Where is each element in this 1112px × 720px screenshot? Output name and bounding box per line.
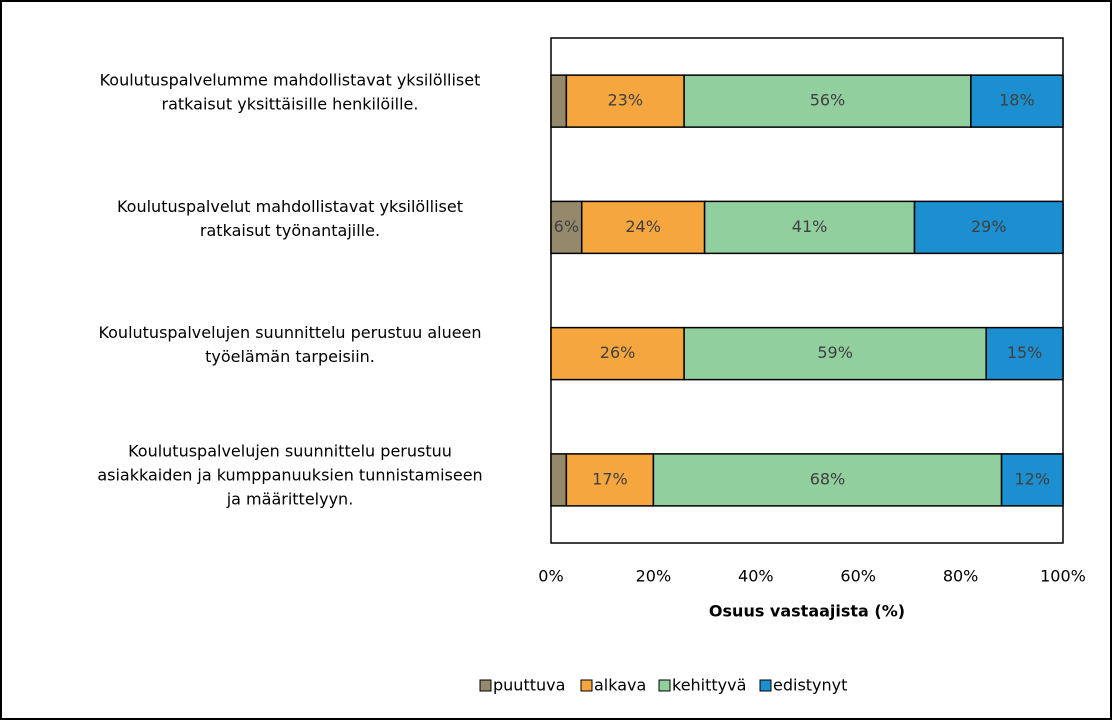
- data-label: 23%: [607, 91, 643, 110]
- data-label: 26%: [600, 343, 636, 362]
- x-tick-label: 20%: [636, 567, 672, 586]
- legend-swatch: [759, 679, 772, 692]
- legend-swatch: [479, 679, 492, 692]
- bar-segment: [913, 200, 1064, 255]
- data-label: 12%: [1014, 469, 1050, 488]
- y-tick-label: Koulutuspalvelumme mahdollistavat yksilö…: [100, 71, 481, 90]
- x-tick-label: 60%: [840, 567, 876, 586]
- data-label: 15%: [1007, 343, 1043, 362]
- bar-segment: [565, 453, 655, 507]
- bar-segment: [652, 453, 1003, 507]
- legend-label: edistynyt: [773, 676, 847, 695]
- bar-segment: [703, 200, 916, 255]
- bar-segment: [550, 326, 685, 381]
- data-label: 68%: [810, 469, 846, 488]
- y-tick-label: Koulutuspalvelujen suunnittelu perustuu: [128, 441, 452, 460]
- data-label: 41%: [792, 217, 828, 236]
- legend-label: kehittyvä: [672, 676, 746, 695]
- data-label: 59%: [817, 343, 853, 362]
- bar-segment: [970, 74, 1064, 128]
- bar-segment: [550, 74, 568, 128]
- bar-segment: [580, 200, 706, 255]
- legend-label: alkava: [594, 676, 646, 695]
- y-tick-label: ratkaisut työnantajille.: [200, 221, 380, 240]
- legend-swatch: [580, 679, 593, 692]
- bar-segment: [550, 453, 568, 507]
- y-tick-label: asiakkaiden ja kumppanuuksien tunnistami…: [97, 465, 482, 484]
- bar-segment: [1000, 453, 1064, 507]
- data-label: 17%: [592, 469, 628, 488]
- bar-segment: [683, 326, 987, 381]
- y-tick-label: ja määrittelyyn.: [226, 489, 354, 508]
- data-label: 18%: [999, 91, 1035, 110]
- legend-swatch: [658, 679, 671, 692]
- y-tick-label: ratkaisut yksittäisille henkilöille.: [162, 95, 419, 114]
- bar-segment: [985, 326, 1064, 381]
- legend-label: puuttuva: [493, 676, 565, 695]
- bar-segment: [565, 74, 685, 128]
- x-tick-label: 0%: [538, 567, 563, 586]
- x-tick-label: 40%: [738, 567, 774, 586]
- x-tick-label: 80%: [943, 567, 979, 586]
- bar-segment: [550, 200, 583, 255]
- data-label: 56%: [810, 91, 846, 110]
- data-label: 6%: [554, 217, 579, 236]
- plot-area: [550, 37, 1064, 544]
- x-axis-title: Osuus vastaajista (%): [709, 602, 905, 621]
- x-tick-label: 100%: [1040, 567, 1086, 586]
- y-tick-label: työelämän tarpeisiin.: [205, 347, 375, 366]
- y-tick-label: Koulutuspalvelut mahdollistavat yksilöll…: [117, 197, 463, 216]
- data-label: 24%: [625, 217, 661, 236]
- data-label: 29%: [971, 217, 1007, 236]
- y-tick-label: Koulutuspalvelujen suunnittelu perustuu …: [98, 323, 481, 342]
